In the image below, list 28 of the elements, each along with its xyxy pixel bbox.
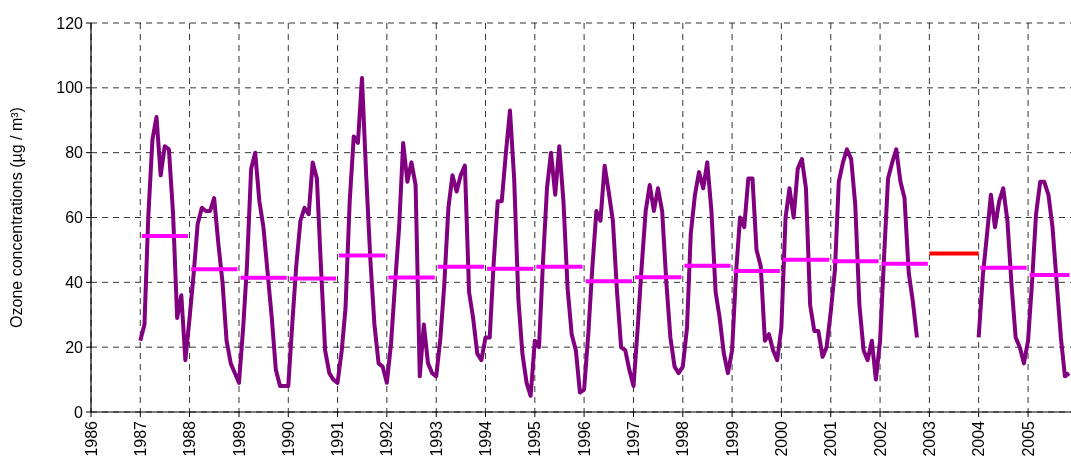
- x-tick-label: 2000: [772, 420, 790, 457]
- y-tick-label: 20: [65, 338, 84, 356]
- x-tick-label: 1995: [526, 420, 544, 457]
- x-tick-label: 1997: [625, 420, 643, 457]
- x-tick-label: 1992: [378, 420, 396, 457]
- y-tick-label: 0: [74, 403, 84, 421]
- x-tick-label: 1989: [230, 420, 248, 457]
- y-tick-label: 120: [56, 14, 84, 32]
- x-tick-label: 1994: [477, 420, 495, 457]
- x-tick-label: 2004: [970, 420, 988, 457]
- x-tick-label: 2005: [1019, 420, 1037, 457]
- x-tick-label: 1999: [723, 420, 741, 457]
- x-tick-label: 1996: [575, 420, 593, 457]
- x-tick-label: 1988: [181, 420, 199, 457]
- y-tick-label: 40: [65, 273, 84, 291]
- x-tick-label: 1990: [279, 420, 297, 457]
- x-tick-label: 2001: [822, 420, 840, 457]
- x-tick-label: 1993: [427, 420, 445, 457]
- x-tick-label: 1991: [329, 420, 347, 457]
- x-tick-label: 2003: [920, 420, 938, 457]
- y-axis-title: Ozone concentrations (µg / m³): [8, 107, 25, 328]
- x-tick-label: 1987: [131, 420, 149, 457]
- y-tick-label: 60: [65, 209, 84, 227]
- y-tick-label: 80: [65, 144, 84, 162]
- x-tick-label: 2002: [871, 420, 889, 457]
- x-tick-label: 1986: [82, 420, 100, 457]
- x-tick-label: 1998: [674, 420, 692, 457]
- y-tick-label: 100: [56, 79, 84, 97]
